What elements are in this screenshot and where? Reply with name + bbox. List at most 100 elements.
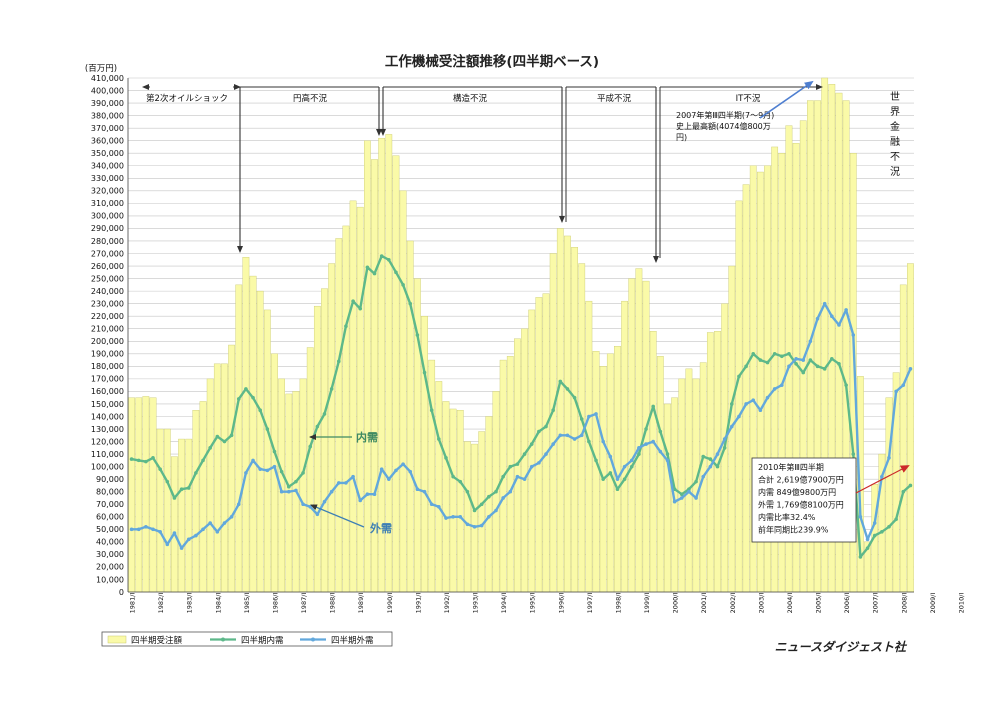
domestic-demand-point: [494, 489, 498, 494]
foreign-label: 外需: [369, 521, 392, 535]
domestic-demand-point: [629, 464, 634, 469]
era-label: 円高不況: [293, 93, 328, 104]
foreign-demand-point: [679, 496, 684, 500]
foreign-demand-point: [144, 525, 148, 529]
domestic-demand-point: [401, 283, 405, 287]
y-tick-label: 170,000: [91, 375, 124, 384]
domestic-demand-point: [444, 456, 448, 460]
y-tick-label: 140,000: [91, 412, 124, 421]
foreign-demand-point: [458, 514, 463, 519]
y-tick-label: 70,000: [96, 500, 124, 509]
y-tick-label: 10,000: [96, 575, 124, 584]
foreign-demand-point: [451, 514, 455, 519]
bar-order-total: [342, 225, 350, 593]
x-tick-label: 2004/Ⅰ: [786, 593, 794, 614]
foreign-demand-point: [751, 398, 756, 402]
foreign-demand-point: [865, 537, 870, 542]
foreign-demand-point: [687, 489, 691, 494]
domestic-demand-point: [658, 429, 663, 434]
legend-swatch-bar: [107, 635, 127, 644]
domestic-demand-point: [872, 533, 877, 538]
foreign-demand-point: [465, 522, 470, 527]
foreign-demand-point: [272, 464, 277, 469]
y-tick-label: 80,000: [96, 488, 124, 497]
bar-order-total: [299, 378, 307, 593]
bar-order-total: [649, 331, 657, 593]
bar-order-total: [178, 438, 185, 593]
domestic-demand-point: [815, 364, 820, 369]
domestic-demand-point: [780, 354, 784, 359]
foreign-demand-point: [379, 467, 384, 471]
domestic-demand-point: [515, 462, 520, 466]
bar-order-total: [464, 441, 471, 593]
x-tick-label: 2003/Ⅰ: [757, 593, 765, 614]
y-tick-label: 380,000: [91, 111, 124, 120]
x-tick-label: 2008/Ⅰ: [900, 593, 908, 614]
bar-order-total: [621, 300, 628, 593]
foreign-demand-point: [208, 521, 212, 525]
domestic-demand-point: [522, 452, 527, 456]
domestic-demand-point: [322, 412, 327, 416]
domestic-demand-point: [537, 429, 541, 434]
domestic-demand-point: [508, 464, 513, 469]
domestic-demand-point: [758, 358, 763, 362]
domestic-demand-point: [637, 452, 641, 456]
y-tick-label: 100,000: [91, 462, 124, 471]
foreign-demand-point: [815, 316, 820, 321]
foreign-demand-point: [758, 408, 763, 413]
summary-box: [751, 457, 857, 543]
legend-label-bar: 四半期受注額: [131, 635, 183, 646]
foreign-demand-point: [329, 489, 334, 494]
domestic-label: 内需: [356, 430, 378, 444]
domestic-demand-point: [801, 370, 806, 375]
x-tick-label: 1985/Ⅰ: [243, 593, 251, 614]
domestic-demand-point: [329, 387, 334, 391]
foreign-demand-point: [508, 489, 513, 494]
foreign-demand-point: [186, 537, 191, 542]
domestic-demand-point: [865, 546, 870, 550]
foreign-demand-point: [172, 531, 177, 535]
bar-order-total: [592, 351, 600, 593]
domestic-demand-point: [244, 387, 248, 391]
domestic-demand-point: [236, 397, 241, 401]
domestic-demand-point: [479, 502, 484, 507]
domestic-demand-point: [372, 271, 377, 276]
foreign-demand-point: [429, 502, 434, 507]
foreign-demand-point: [658, 449, 663, 454]
x-tick-label: 1981/Ⅰ: [129, 593, 137, 614]
domestic-demand-point: [379, 254, 384, 258]
domestic-demand-point: [558, 379, 563, 384]
domestic-demand-point: [908, 483, 913, 488]
bar-order-total: [571, 247, 578, 593]
foreign-demand-point: [637, 446, 641, 450]
foreign-demand-point: [336, 481, 341, 485]
y-tick-label: 130,000: [91, 425, 124, 434]
domestic-demand-point: [172, 496, 177, 500]
x-tick-label: 1984/Ⅰ: [214, 593, 222, 614]
domestic-demand-point: [851, 452, 856, 456]
y-tick-label: 160,000: [91, 387, 124, 396]
summary-line: 内需 849億9800万円: [758, 487, 836, 497]
foreign-demand-point: [415, 487, 420, 492]
domestic-demand-point: [665, 452, 670, 456]
domestic-demand-point: [694, 479, 698, 484]
bar-order-total: [485, 416, 493, 593]
domestic-demand-point: [544, 424, 548, 429]
bar-order-total: [399, 190, 407, 593]
domestic-demand-point: [487, 494, 491, 499]
y-tick-label: 240,000: [91, 287, 124, 296]
foreign-demand-point: [808, 339, 813, 344]
domestic-demand-point: [565, 387, 570, 391]
foreign-demand-point: [608, 454, 613, 459]
y-tick-label: 120,000: [91, 437, 124, 446]
record-note-line: 2007年第Ⅲ四半期(7〜9月): [676, 110, 774, 120]
y-tick-label: 300,000: [91, 212, 124, 221]
y-tick-label: 270,000: [91, 249, 124, 258]
x-tick-label: 1987/Ⅰ: [300, 593, 308, 614]
bar-order-total: [128, 397, 135, 593]
foreign-demand-point: [665, 458, 670, 463]
bar-order-total: [235, 284, 243, 593]
foreign-demand-point: [908, 367, 913, 371]
domestic-demand-point: [179, 487, 184, 492]
foreign-demand-point: [651, 439, 655, 444]
